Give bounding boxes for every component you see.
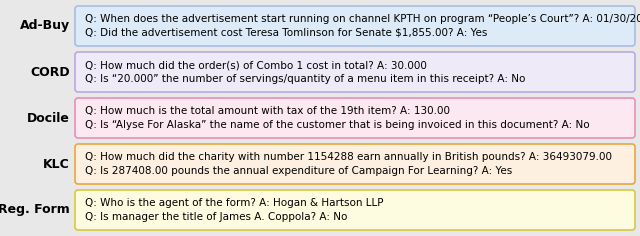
Text: Reg. Form: Reg. Form (0, 203, 70, 216)
Text: Q: Is 287408.00 pounds the annual expenditure of Campaign For Learning? A: Yes: Q: Is 287408.00 pounds the annual expend… (85, 166, 512, 176)
Text: Q: How much did the order(s) of Combo 1 cost in total? A: 30.000: Q: How much did the order(s) of Combo 1 … (85, 60, 427, 70)
Text: Q: Is “Alyse For Alaska” the name of the customer that is being invoiced in this: Q: Is “Alyse For Alaska” the name of the… (85, 120, 589, 130)
FancyBboxPatch shape (75, 6, 635, 46)
Text: Docile: Docile (27, 111, 70, 125)
Text: Q: Is manager the title of James A. Coppola? A: No: Q: Is manager the title of James A. Copp… (85, 212, 348, 222)
Text: Q: Did the advertisement cost Teresa Tomlinson for Senate $1,855.00? A: Yes: Q: Did the advertisement cost Teresa Tom… (85, 28, 488, 38)
FancyBboxPatch shape (75, 190, 635, 230)
FancyBboxPatch shape (75, 52, 635, 92)
Text: CORD: CORD (30, 66, 70, 79)
Text: KLC: KLC (44, 157, 70, 170)
Text: Q: How much did the charity with number 1154288 earn annually in British pounds?: Q: How much did the charity with number … (85, 152, 612, 162)
Text: Ad-Buy: Ad-Buy (20, 20, 70, 33)
FancyBboxPatch shape (75, 98, 635, 138)
FancyBboxPatch shape (75, 144, 635, 184)
Text: Q: Is “20.000” the number of servings/quantity of a menu item in this receipt? A: Q: Is “20.000” the number of servings/qu… (85, 74, 525, 84)
Text: Q: How much is the total amount with tax of the 19th item? A: 130.00: Q: How much is the total amount with tax… (85, 106, 450, 116)
Text: Q: Who is the agent of the form? A: Hogan & Hartson LLP: Q: Who is the agent of the form? A: Hoga… (85, 198, 383, 208)
Text: Q: When does the advertisement start running on channel KPTH on program “People’: Q: When does the advertisement start run… (85, 14, 640, 24)
